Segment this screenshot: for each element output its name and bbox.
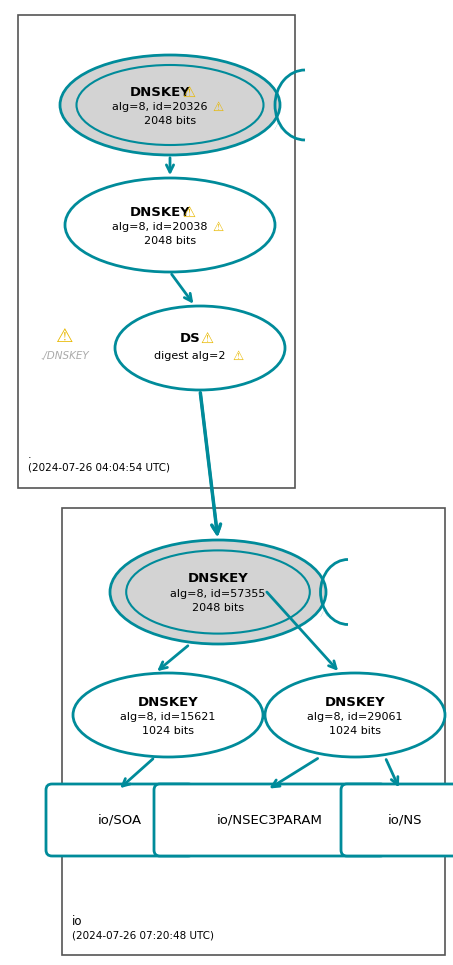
Text: ⚠: ⚠ <box>212 220 224 234</box>
Text: DNSKEY: DNSKEY <box>138 696 198 708</box>
Text: alg=8, id=29061: alg=8, id=29061 <box>307 712 403 722</box>
Text: (2024-07-26 04:04:54 UTC): (2024-07-26 04:04:54 UTC) <box>28 463 170 473</box>
FancyBboxPatch shape <box>46 784 194 856</box>
Bar <box>18 15 295 488</box>
Ellipse shape <box>115 306 285 390</box>
Ellipse shape <box>60 55 280 155</box>
Text: ⚠: ⚠ <box>200 330 213 345</box>
Text: ⚠: ⚠ <box>233 349 244 363</box>
Text: io/SOA: io/SOA <box>98 813 142 826</box>
Text: ./DNSKEY: ./DNSKEY <box>41 351 89 361</box>
Text: ⚠: ⚠ <box>183 85 196 99</box>
Text: alg=8, id=20326: alg=8, id=20326 <box>112 102 208 112</box>
Text: ⚠: ⚠ <box>183 205 196 219</box>
Text: DNSKEY: DNSKEY <box>130 206 190 218</box>
Text: DNSKEY: DNSKEY <box>130 86 190 98</box>
Ellipse shape <box>110 540 326 644</box>
Text: 2048 bits: 2048 bits <box>144 116 196 126</box>
Text: io/NSEC3PARAM: io/NSEC3PARAM <box>217 813 323 826</box>
Text: DNSKEY: DNSKEY <box>325 696 386 708</box>
Text: digest alg=2: digest alg=2 <box>154 351 226 361</box>
Text: DS: DS <box>180 332 200 345</box>
Text: alg=8, id=57355: alg=8, id=57355 <box>170 589 266 599</box>
Text: alg=8, id=15621: alg=8, id=15621 <box>120 712 216 722</box>
Text: DNSKEY: DNSKEY <box>188 572 248 586</box>
Text: 2048 bits: 2048 bits <box>144 236 196 246</box>
Text: ⚠: ⚠ <box>56 326 74 345</box>
FancyBboxPatch shape <box>154 784 386 856</box>
Text: io: io <box>72 915 82 928</box>
Bar <box>62 508 445 955</box>
Text: 1024 bits: 1024 bits <box>329 726 381 736</box>
Text: ⚠: ⚠ <box>212 100 224 114</box>
Text: alg=8, id=20038: alg=8, id=20038 <box>112 222 208 232</box>
Ellipse shape <box>265 673 445 757</box>
FancyBboxPatch shape <box>341 784 453 856</box>
Text: 2048 bits: 2048 bits <box>192 603 244 613</box>
Ellipse shape <box>73 673 263 757</box>
Text: (2024-07-26 07:20:48 UTC): (2024-07-26 07:20:48 UTC) <box>72 930 214 940</box>
Ellipse shape <box>65 178 275 272</box>
Text: 1024 bits: 1024 bits <box>142 726 194 736</box>
Text: .: . <box>28 450 32 460</box>
Text: io/NS: io/NS <box>388 813 422 826</box>
